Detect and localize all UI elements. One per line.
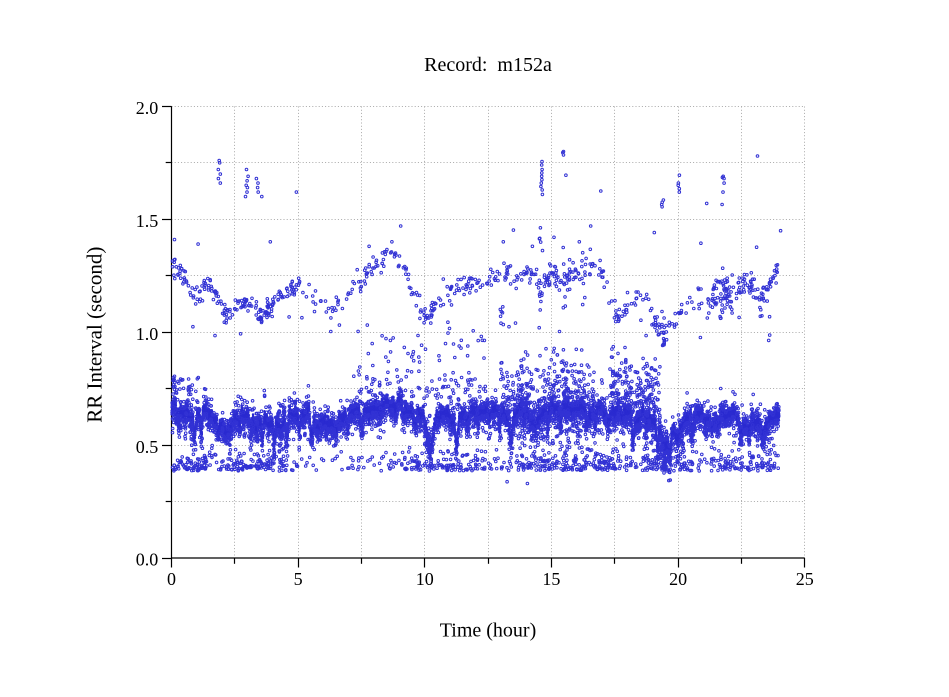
svg-text:15: 15: [542, 569, 560, 589]
svg-text:1.0: 1.0: [136, 324, 159, 344]
svg-text:0.5: 0.5: [136, 437, 159, 457]
svg-text:Record: m152a: Record: m152a: [424, 54, 552, 76]
svg-text:5: 5: [294, 569, 303, 589]
svg-text:20: 20: [669, 569, 687, 589]
svg-text:10: 10: [416, 569, 434, 589]
svg-text:1.5: 1.5: [136, 211, 159, 231]
svg-text:0.0: 0.0: [136, 550, 159, 570]
svg-text:0: 0: [167, 569, 176, 589]
svg-text:2.0: 2.0: [136, 98, 159, 118]
svg-text:RR Interval (second): RR Interval (second): [83, 247, 107, 423]
svg-text:25: 25: [796, 569, 814, 589]
svg-text:Time (hour): Time (hour): [440, 620, 536, 642]
